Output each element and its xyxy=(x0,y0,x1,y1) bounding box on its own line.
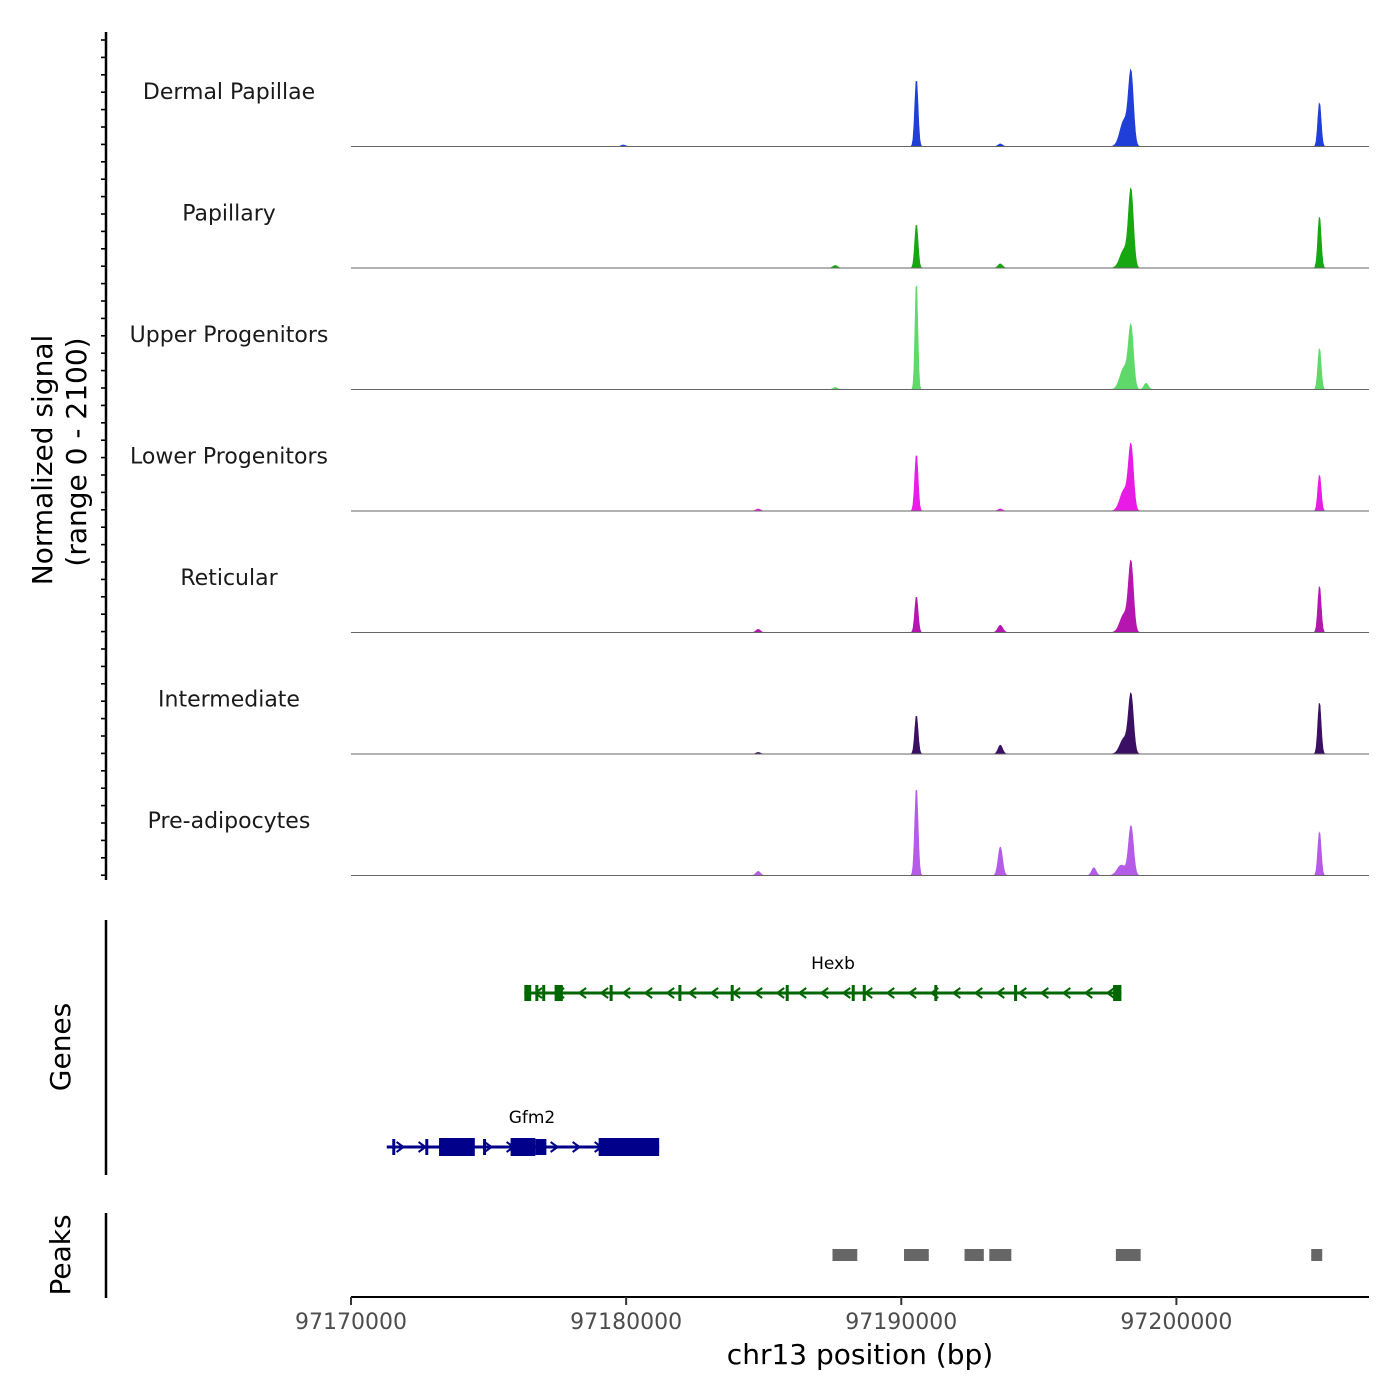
track-intermediate: Intermediate xyxy=(158,688,1369,755)
track-label: Reticular xyxy=(180,566,278,591)
strand-arrow xyxy=(572,1141,582,1153)
exon xyxy=(510,1138,536,1156)
peak-region xyxy=(1115,1249,1141,1261)
exon xyxy=(851,985,855,1001)
gene-hexb: Hexb xyxy=(524,954,1122,1001)
peaks-track-label: Peaks xyxy=(44,1214,77,1295)
genes-panel: Hexb Gfm2 xyxy=(386,954,1122,1156)
exon xyxy=(535,1139,547,1155)
strand-arrow xyxy=(709,987,719,999)
track-label: Papillary xyxy=(182,202,276,227)
x-tick-label: 97190000 xyxy=(845,1310,957,1335)
peaks-panel xyxy=(832,1249,1323,1261)
signal-area xyxy=(351,692,1369,755)
strand-arrow xyxy=(533,987,543,999)
track-label: Intermediate xyxy=(158,688,300,713)
signal-area xyxy=(351,285,1369,390)
exon xyxy=(598,1138,660,1156)
x-axis: 97170000 97180000 97190000 97200000 xyxy=(295,1297,1232,1335)
x-tick-label: 97180000 xyxy=(570,1310,682,1335)
strand-arrow xyxy=(819,987,829,999)
peak-region xyxy=(964,1249,984,1261)
signal-area xyxy=(351,68,1369,147)
strand-arrow xyxy=(753,987,763,999)
strand-arrow xyxy=(1083,987,1093,999)
track-label: Upper Progenitors xyxy=(130,323,329,348)
exon xyxy=(1113,985,1122,1001)
signal-tracks: Dermal Papillae Papillary Upper Progenitor… xyxy=(130,68,1369,876)
track-pre-adipocytes: Pre-adipocytes xyxy=(148,789,1369,876)
signal-area xyxy=(351,187,1369,269)
x-tick-label: 97170000 xyxy=(295,1310,407,1335)
exon xyxy=(609,985,613,1001)
gene-gfm2: Gfm2 xyxy=(386,1108,660,1156)
strand-arrow xyxy=(973,987,983,999)
strand-arrow xyxy=(1105,987,1115,999)
exon xyxy=(392,1139,396,1155)
exon xyxy=(1014,985,1018,1001)
strand-arrow xyxy=(665,987,675,999)
strand-arrow xyxy=(797,987,807,999)
peak-region xyxy=(1311,1249,1323,1261)
track-papillary: Papillary xyxy=(182,187,1369,269)
genes-track-label: Genes xyxy=(44,1003,77,1091)
x-tick-label: 97200000 xyxy=(1120,1310,1232,1335)
peak-region xyxy=(989,1249,1012,1261)
signal-y-axis xyxy=(101,32,108,880)
strand-arrow xyxy=(621,987,631,999)
strand-arrow xyxy=(577,987,587,999)
exon xyxy=(554,985,563,1001)
peak-region xyxy=(904,1249,929,1261)
track-label: Dermal Papillae xyxy=(143,80,315,105)
x-axis-title: chr13 position (bp) xyxy=(727,1338,993,1371)
track-label: Lower Progenitors xyxy=(130,445,328,470)
track-upper-progenitors: Upper Progenitors xyxy=(130,285,1369,390)
track-dermal-papillae: Dermal Papillae xyxy=(143,68,1369,147)
exon xyxy=(524,985,532,1001)
exon xyxy=(730,985,734,1001)
exon xyxy=(425,1139,429,1155)
strand-arrow xyxy=(995,987,1005,999)
strand-arrow xyxy=(885,987,895,999)
exon xyxy=(678,985,682,1001)
exon xyxy=(535,985,539,1001)
signal-area xyxy=(351,442,1369,512)
signal-area xyxy=(351,559,1369,633)
strand-arrow xyxy=(1039,987,1049,999)
track-label: Pre-adipocytes xyxy=(148,809,311,834)
gene-label: Gfm2 xyxy=(509,1108,556,1128)
exon xyxy=(439,1138,475,1156)
strand-arrow xyxy=(550,1141,560,1153)
exon xyxy=(862,985,866,1001)
signal-area xyxy=(351,789,1369,876)
strand-arrow xyxy=(599,987,609,999)
strand-arrow xyxy=(951,987,961,999)
strand-arrow xyxy=(907,987,917,999)
y-axis-title-line2: (range 0 - 2100) xyxy=(60,337,93,566)
strand-arrow xyxy=(1017,987,1027,999)
strand-arrow xyxy=(775,987,785,999)
exon xyxy=(785,985,789,1001)
exon xyxy=(483,1139,487,1155)
strand-arrow xyxy=(687,987,697,999)
strand-arrow xyxy=(483,1141,494,1153)
peak-region xyxy=(832,1249,858,1261)
strand-arrow xyxy=(395,1141,406,1153)
strand-arrow xyxy=(841,987,851,999)
exon xyxy=(934,985,938,1001)
gene-label: Hexb xyxy=(811,954,855,974)
track-reticular: Reticular xyxy=(180,559,1369,633)
exon xyxy=(542,985,546,1001)
y-axis-title-line1: Normalized signal xyxy=(26,335,59,586)
track-lower-progenitors: Lower Progenitors xyxy=(130,442,1369,512)
strand-arrow xyxy=(1061,987,1071,999)
strand-arrow xyxy=(643,987,653,999)
